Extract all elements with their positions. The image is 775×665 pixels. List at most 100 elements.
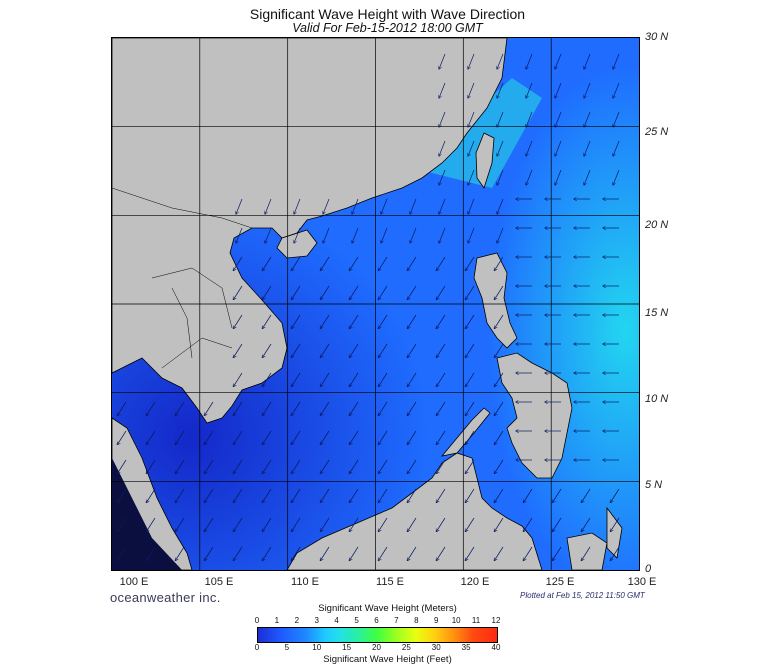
wave-arrow: [262, 517, 272, 532]
wave-arrow: [291, 517, 301, 532]
legend-meter-tick: 9: [434, 616, 439, 625]
wave-arrow: [613, 53, 620, 69]
wave-arrow: [323, 198, 330, 214]
wave-arrow: [349, 430, 359, 445]
land-sumatra: [112, 458, 182, 570]
wave-arrow: [552, 517, 562, 532]
wave-arrow: [494, 546, 504, 561]
wave-arrow: [494, 314, 504, 329]
wave-arrow: [349, 488, 359, 503]
wave-arrow: [262, 459, 272, 474]
land-hainan: [276, 229, 318, 259]
wave-arrow: [439, 111, 446, 127]
country-borders: [112, 187, 253, 369]
wave-arrow: [117, 488, 127, 503]
legend-meter-tick: 10: [451, 616, 461, 625]
wave-arrow: [233, 517, 243, 532]
wave-arrow: [436, 488, 446, 503]
legend-meter-tick: 5: [354, 616, 359, 625]
wave-arrow: [410, 227, 417, 243]
wave-arrow: [349, 401, 359, 416]
lon-label-115e: 115 E: [376, 576, 404, 588]
legend-feet-tick: 15: [342, 643, 352, 652]
legend-feet-tick: 25: [401, 643, 411, 652]
wave-arrow: [233, 343, 243, 358]
wave-arrow: [407, 517, 417, 532]
wave-arrow: [262, 314, 272, 329]
wave-arrow: [526, 140, 533, 156]
legend-meter-tick: 11: [471, 616, 481, 625]
legend-feet-tick: 20: [372, 643, 381, 652]
wave-arrow: [436, 401, 446, 416]
land-palawan: [440, 407, 491, 457]
lat-label-30n: 30 N: [645, 31, 669, 43]
wave-arrow: [233, 546, 243, 561]
wave-arrow: [175, 459, 185, 474]
wave-arrow: [526, 82, 533, 98]
legend-title-meters: Significant Wave Height (Meters): [318, 603, 457, 614]
wave-arrow: [204, 546, 214, 561]
wave-arrow: [175, 517, 185, 532]
wave-arrow: [320, 517, 330, 532]
wave-arrow: [378, 343, 388, 358]
wave-arrow: [204, 401, 214, 416]
wave-arrow: [494, 372, 504, 387]
wave-arrow: [494, 285, 504, 300]
wave-arrow: [291, 372, 301, 387]
wave-height-map[interactable]: [111, 37, 640, 571]
wave-arrow: [175, 546, 185, 561]
wave-arrow: [320, 546, 330, 561]
wave-arrow: [497, 198, 504, 214]
wave-arrow: [494, 343, 504, 358]
legend-meter-tick: 4: [334, 616, 339, 625]
wave-arrow: [610, 546, 620, 561]
wave-arrow: [146, 517, 156, 532]
legend-feet-tick: 35: [461, 643, 471, 652]
wave-arrow: [233, 314, 243, 329]
lon-label-130e: 130 E: [627, 576, 657, 588]
wave-arrow: [436, 314, 446, 329]
wave-arrow: [117, 459, 127, 474]
wave-arrow: [468, 111, 475, 127]
wave-arrow: [146, 488, 156, 503]
wave-arrow: [555, 140, 562, 156]
legend-feet-tick: 5: [284, 643, 290, 652]
wave-arrow: [204, 517, 214, 532]
wave-arrow: [407, 372, 417, 387]
wave-arrow: [439, 82, 446, 98]
map-subtitle: Valid For Feb-15-2012 18:00 GMT: [292, 21, 483, 35]
wave-arrow: [291, 401, 301, 416]
wave-arrow: [407, 430, 417, 445]
wave-arrow: [265, 198, 272, 214]
wave-arrow: [407, 459, 417, 474]
legend-meter-tick: 8: [414, 616, 419, 625]
wave-arrow: [291, 285, 301, 300]
wave-arrow: [613, 169, 620, 185]
wave-arrow: [468, 198, 475, 214]
wave-arrow: [349, 285, 359, 300]
wave-arrow: [439, 53, 446, 69]
wave-arrow: [497, 169, 504, 185]
wave-arrow: [613, 82, 620, 98]
land-mindanao-visayas: [496, 352, 573, 479]
wave-arrow: [233, 372, 243, 387]
wave-arrow: [233, 430, 243, 445]
wave-arrow: [497, 140, 504, 156]
wave-arrow: [494, 459, 504, 474]
wave-arrow: [439, 169, 446, 185]
legend-colorbar: [257, 627, 498, 643]
legend-meter-tick: 1: [274, 616, 280, 625]
lon-label-125e: 125 E: [545, 576, 575, 588]
wave-arrow: [465, 372, 475, 387]
plotted-timestamp: Plotted at Feb 15, 2012 11:50 GMT: [520, 591, 645, 600]
wave-arrow: [523, 546, 533, 561]
wave-arrow: [204, 430, 214, 445]
lat-label-15n: 15 N: [645, 307, 669, 319]
wave-arrow: [378, 488, 388, 503]
wave-arrow: [236, 198, 243, 214]
wave-arrow: [320, 488, 330, 503]
wave-arrow: [294, 198, 301, 214]
wave-arrow: [526, 53, 533, 69]
wave-arrow: [465, 285, 475, 300]
wave-arrow: [610, 517, 620, 532]
